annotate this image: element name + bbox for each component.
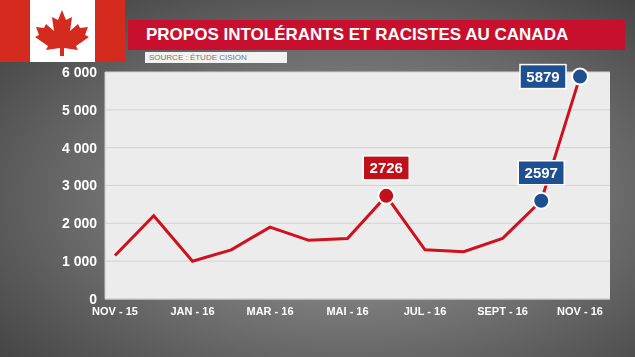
svg-text:3 000: 3 000 bbox=[62, 177, 97, 193]
svg-text:NOV - 15: NOV - 15 bbox=[92, 305, 138, 317]
svg-text:2597: 2597 bbox=[525, 164, 558, 181]
svg-text:JAN - 16: JAN - 16 bbox=[170, 305, 214, 317]
svg-text:2726: 2726 bbox=[370, 159, 403, 176]
svg-text:6 000: 6 000 bbox=[62, 64, 97, 80]
svg-text:2 000: 2 000 bbox=[62, 215, 97, 231]
svg-text:5 000: 5 000 bbox=[62, 102, 97, 118]
svg-text:4 000: 4 000 bbox=[62, 140, 97, 156]
svg-text:MAR - 16: MAR - 16 bbox=[246, 305, 293, 317]
html-text:SOURCE : ÉTUDE CISION: SOURCE : ÉTUDE CISION bbox=[149, 53, 247, 62]
html-text:PROPOS INTOLÉRANTS ET RACISTES: PROPOS INTOLÉRANTS ET RACISTES AU CANADA bbox=[146, 25, 569, 44]
svg-text:1 000: 1 000 bbox=[62, 253, 97, 269]
svg-text:5879: 5879 bbox=[526, 68, 559, 85]
svg-text:MAI - 16: MAI - 16 bbox=[326, 305, 368, 317]
svg-text:NOV - 16: NOV - 16 bbox=[557, 305, 603, 317]
svg-text:0: 0 bbox=[89, 291, 97, 307]
svg-text:SEPT - 16: SEPT - 16 bbox=[477, 305, 528, 317]
svg-text:JUL - 16: JUL - 16 bbox=[404, 305, 447, 317]
